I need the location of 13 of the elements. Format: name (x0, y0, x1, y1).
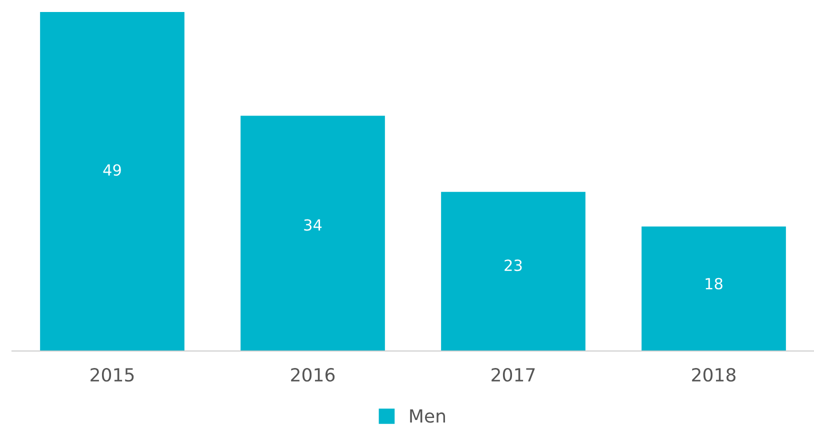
data-label: 23 (504, 260, 522, 272)
x-tick-label: 2018 (692, 368, 736, 382)
bar (441, 192, 586, 351)
bar (40, 12, 184, 351)
data-label: 49 (103, 164, 121, 176)
x-tick-label: 2015 (90, 368, 134, 382)
data-label: 34 (304, 219, 322, 231)
legend-label: Men (410, 409, 445, 423)
bar (240, 116, 385, 351)
x-tick-label: 2016 (291, 368, 335, 382)
x-tick-label: 2017 (492, 368, 535, 382)
bar (642, 226, 786, 351)
data-label: 18 (706, 278, 722, 290)
